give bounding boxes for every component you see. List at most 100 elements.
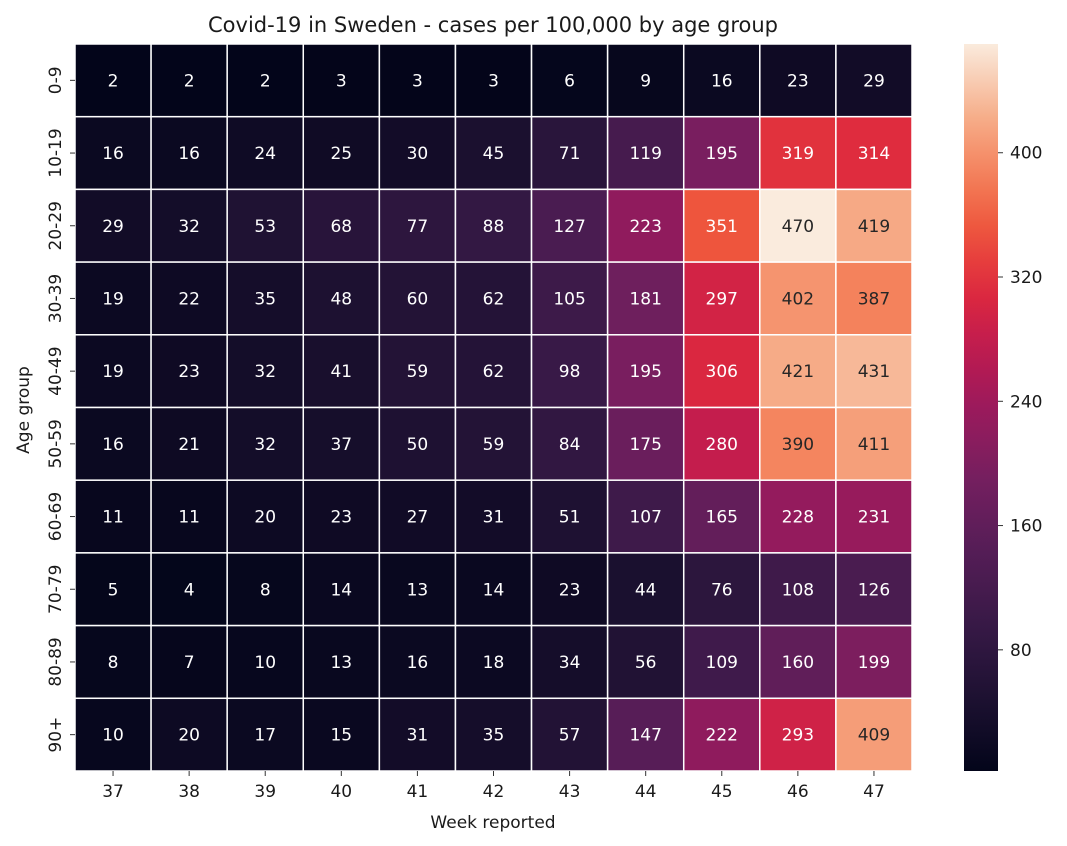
cell-value-label: 16 bbox=[102, 144, 124, 164]
cell-value-label: 387 bbox=[858, 289, 890, 309]
cell-value-label: 20 bbox=[178, 726, 200, 746]
heatmap-cell-30-39-week-39 bbox=[226, 261, 305, 336]
cell-value-label: 59 bbox=[407, 362, 429, 382]
cell-value-label: 21 bbox=[178, 435, 200, 455]
cell-value-label: 16 bbox=[711, 71, 733, 91]
cell-value-label: 31 bbox=[407, 726, 429, 746]
heatmap-cell-30-39-week-46 bbox=[759, 261, 837, 336]
x-tick-label: 42 bbox=[483, 782, 505, 802]
cell-value-label: 71 bbox=[559, 144, 581, 164]
heatmap-cell-40-49-week-45 bbox=[682, 334, 761, 409]
colorbar-tick-label: 160 bbox=[1010, 517, 1042, 537]
y-tick-label: 0-9 bbox=[46, 66, 66, 94]
heatmap-cell-50-59-week-47 bbox=[835, 406, 913, 481]
cell-value-label: 45 bbox=[483, 144, 505, 164]
cell-value-label: 5 bbox=[108, 580, 119, 600]
cell-value-label: 195 bbox=[706, 144, 738, 164]
heatmap-cell-70-79-week-46 bbox=[759, 552, 837, 627]
cell-value-label: 17 bbox=[254, 726, 276, 746]
cell-value-label: 3 bbox=[336, 71, 347, 91]
heatmap-cell-70-79-week-38 bbox=[150, 552, 228, 627]
cell-value-label: 14 bbox=[330, 580, 352, 600]
cell-value-label: 419 bbox=[858, 217, 890, 237]
heatmap-cell-10-19-week-37 bbox=[74, 115, 152, 191]
cell-value-label: 2 bbox=[184, 71, 195, 91]
cell-value-label: 119 bbox=[629, 144, 661, 164]
heatmap-cell-70-79-week-43 bbox=[530, 552, 609, 627]
cell-value-label: 228 bbox=[782, 508, 814, 528]
cell-value-label: 56 bbox=[635, 653, 657, 673]
heatmap-cell-30-39-week-42 bbox=[454, 261, 533, 336]
heatmap-cell-10-19-week-41 bbox=[378, 115, 457, 191]
cell-value-label: 431 bbox=[858, 362, 890, 382]
cell-value-label: 23 bbox=[330, 508, 352, 528]
cell-value-label: 41 bbox=[330, 362, 352, 382]
y-tick-label: 50-59 bbox=[46, 419, 66, 468]
heatmap-cell-10-19-week-44 bbox=[606, 115, 685, 191]
cell-value-label: 351 bbox=[706, 217, 738, 237]
heatmap-cell-30-39-week-40 bbox=[302, 261, 381, 336]
y-tick-label: 70-79 bbox=[46, 565, 66, 614]
cell-value-label: 11 bbox=[178, 508, 200, 528]
heatmap-cell-80-89-week-44 bbox=[606, 624, 685, 700]
cell-value-label: 35 bbox=[254, 289, 276, 309]
heatmap-cell-70-79-week-44 bbox=[606, 552, 685, 627]
heatmap-cell-80-89-week-46 bbox=[759, 624, 837, 700]
heatmap-cell-60-69-week-37 bbox=[74, 479, 152, 554]
cell-value-label: 60 bbox=[407, 289, 429, 309]
heatmap-cell-60-69-week-47 bbox=[835, 479, 913, 554]
heatmap-cell-40-49-week-47 bbox=[835, 334, 913, 409]
cell-value-label: 23 bbox=[178, 362, 200, 382]
cell-value-label: 2 bbox=[108, 71, 119, 91]
cell-value-label: 68 bbox=[330, 217, 352, 237]
cell-value-label: 165 bbox=[706, 508, 738, 528]
cell-value-label: 160 bbox=[782, 653, 814, 673]
colorbar-tick-label: 80 bbox=[1010, 641, 1032, 661]
cell-value-label: 13 bbox=[330, 653, 352, 673]
heatmap-cell-60-69-week-44 bbox=[606, 479, 685, 554]
heatmap-cell-20-29-week-43 bbox=[530, 188, 609, 263]
heatmap-cell-80-89-week-37 bbox=[74, 624, 152, 700]
heatmap-cell-40-49-week-41 bbox=[378, 334, 457, 409]
cell-value-label: 108 bbox=[782, 580, 814, 600]
colorbar bbox=[964, 44, 998, 771]
cell-value-label: 30 bbox=[407, 144, 429, 164]
cell-value-label: 32 bbox=[254, 435, 276, 455]
y-tick-label: 40-49 bbox=[46, 346, 66, 395]
cell-value-label: 50 bbox=[407, 435, 429, 455]
cell-value-label: 314 bbox=[858, 144, 890, 164]
cell-value-label: 127 bbox=[553, 217, 585, 237]
y-tick-label: 60-69 bbox=[46, 492, 66, 541]
heatmap-cell-70-79-week-41 bbox=[378, 552, 457, 627]
heatmap-cell-50-59-week-37 bbox=[74, 406, 152, 481]
cell-value-label: 14 bbox=[483, 580, 505, 600]
x-axis-ticks: 37 38 39 40 41 42 43 44 45 46 47 bbox=[102, 771, 885, 802]
x-tick-label: 41 bbox=[407, 782, 429, 802]
cell-value-label: 280 bbox=[706, 435, 738, 455]
cell-value-label: 105 bbox=[553, 289, 585, 309]
cell-value-label: 29 bbox=[102, 217, 124, 237]
cell-value-label: 34 bbox=[559, 653, 581, 673]
heatmap-cell-90+-week-45 bbox=[682, 697, 761, 772]
cell-value-label: 175 bbox=[629, 435, 661, 455]
x-tick-label: 43 bbox=[559, 782, 581, 802]
y-tick-label: 30-39 bbox=[46, 274, 66, 323]
cell-value-label: 24 bbox=[254, 144, 276, 164]
heatmap-cell-70-79-week-47 bbox=[835, 552, 913, 627]
heatmap-cell-60-69-week-46 bbox=[759, 479, 837, 554]
heatmap-cell-50-59-week-42 bbox=[454, 406, 533, 481]
heatmap-cell-60-69-week-38 bbox=[150, 479, 228, 554]
heatmap-cell-30-39-week-47 bbox=[835, 261, 913, 336]
cell-value-label: 19 bbox=[102, 289, 124, 309]
heatmap-cell-0-9-week-38 bbox=[150, 43, 228, 118]
heatmap-cell-20-29-week-37 bbox=[74, 188, 152, 263]
heatmap-cell-30-39-week-45 bbox=[682, 261, 761, 336]
cell-value-label: 199 bbox=[858, 653, 890, 673]
heatmap-cell-10-19-week-45 bbox=[682, 115, 761, 191]
cell-value-label: 25 bbox=[330, 144, 352, 164]
cell-value-label: 8 bbox=[108, 653, 119, 673]
heatmap-cell-60-69-week-39 bbox=[226, 479, 305, 554]
heatmap-cell-70-79-week-42 bbox=[454, 552, 533, 627]
heatmap-cell-40-49-week-39 bbox=[226, 334, 305, 409]
